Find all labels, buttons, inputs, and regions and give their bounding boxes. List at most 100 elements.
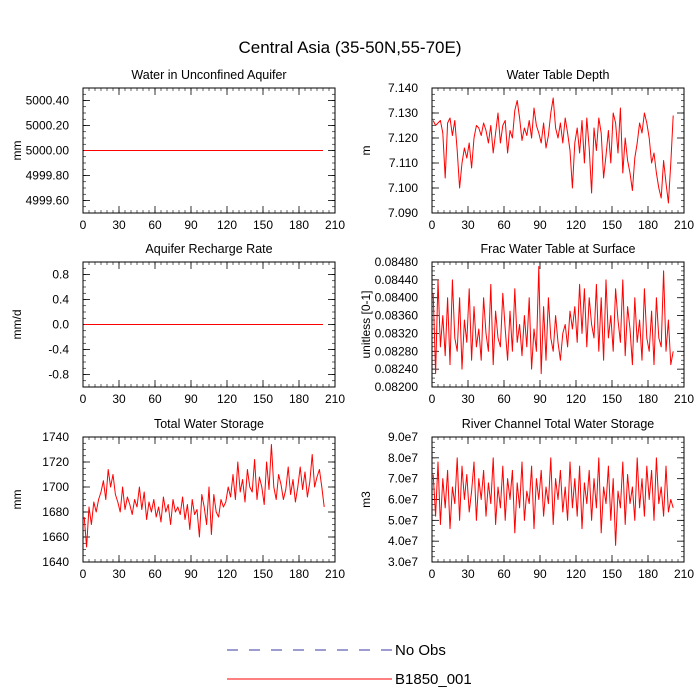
x-tick-label: 210 xyxy=(325,567,345,581)
y-tick-label: 5000.00 xyxy=(26,144,70,158)
y-axis-label: unitless [0-1] xyxy=(359,290,373,358)
x-tick-label: 60 xyxy=(497,392,511,406)
legend-label-b1850: B1850_001 xyxy=(395,671,472,688)
y-tick-label: 5000.40 xyxy=(26,94,70,108)
series-line xyxy=(432,457,674,546)
x-tick-label: 120 xyxy=(217,218,237,232)
y-tick-label: 0.08440 xyxy=(375,273,419,287)
x-tick-label: 60 xyxy=(148,392,162,406)
x-tick-label: 180 xyxy=(289,218,309,232)
x-tick-label: 90 xyxy=(184,567,198,581)
y-tick-label: 0.08480 xyxy=(375,255,419,269)
y-tick-label: 0.4 xyxy=(52,293,69,307)
y-tick-label: 7.120 xyxy=(388,131,418,145)
y-axis-label: m xyxy=(359,146,373,156)
x-tick-label: 150 xyxy=(602,392,622,406)
y-tick-label: 1740 xyxy=(42,430,69,444)
x-tick-label: 90 xyxy=(533,567,547,581)
x-tick-label: 120 xyxy=(217,567,237,581)
x-tick-label: 210 xyxy=(674,567,694,581)
panel-4: Frac Water Table at Surface unitless [0-1… xyxy=(359,242,694,406)
plot-frame xyxy=(82,87,336,214)
plot-frame xyxy=(431,436,685,563)
x-tick-label: 180 xyxy=(289,567,309,581)
x-tick-label: 120 xyxy=(566,218,586,232)
y-tick-label: 7.100 xyxy=(388,181,418,195)
y-tick-label: 5.0e7 xyxy=(388,513,418,527)
legend: No Obs B1850_001 xyxy=(227,642,472,688)
y-tick-label: -0.4 xyxy=(48,343,69,357)
x-tick-label: 120 xyxy=(217,392,237,406)
x-tick-label: 120 xyxy=(566,392,586,406)
x-tick-label: 30 xyxy=(461,218,475,232)
panels: Water in Unconfined Aquifer mm 0 30 60 90 120 1… xyxy=(10,68,694,581)
x-tick-label: 60 xyxy=(497,567,511,581)
y-tick-label: 0.08280 xyxy=(375,344,419,358)
series-line xyxy=(432,265,674,375)
panel-6: River Channel Total Water Storage m3 0 30 60… xyxy=(359,417,694,581)
x-tick-label: 60 xyxy=(148,567,162,581)
y-tick-label: 1660 xyxy=(42,530,69,544)
x-tick-label: 90 xyxy=(184,392,198,406)
y-tick-label: 7.0e7 xyxy=(388,472,418,486)
y-tick-label: 1640 xyxy=(42,555,69,569)
y-tick-label: 4999.60 xyxy=(26,194,70,208)
x-tick-label: 0 xyxy=(429,218,436,232)
x-tick-label: 30 xyxy=(461,567,475,581)
series-line xyxy=(432,97,674,204)
panel-3: Aquifer Recharge Rate mm/d 0 30 60 90 120 150 18… xyxy=(10,242,345,406)
y-axis-label: m3 xyxy=(359,491,373,508)
x-tick-label: 150 xyxy=(253,567,273,581)
panel-5: Total Water Storage mm 0 30 60 90 120 150 180 210… xyxy=(10,417,345,581)
x-tick-label: 180 xyxy=(638,567,658,581)
y-tick-label: 1720 xyxy=(42,455,69,469)
y-tick-label: 6.0e7 xyxy=(388,493,418,507)
x-tick-label: 90 xyxy=(184,218,198,232)
x-tick-label: 90 xyxy=(533,218,547,232)
x-tick-label: 150 xyxy=(602,567,622,581)
y-tick-label: 7.140 xyxy=(388,81,418,95)
y-tick-label: 4999.80 xyxy=(26,169,70,183)
y-tick-label: 8.0e7 xyxy=(388,451,418,465)
x-tick-label: 60 xyxy=(497,218,511,232)
y-axis-label: mm xyxy=(10,141,24,161)
x-tick-label: 0 xyxy=(429,567,436,581)
x-tick-label: 210 xyxy=(325,392,345,406)
y-axis-label: mm/d xyxy=(10,310,24,340)
panel-title: Frac Water Table at Surface xyxy=(481,242,636,256)
x-tick-label: 150 xyxy=(602,218,622,232)
x-tick-label: 30 xyxy=(112,392,126,406)
y-tick-label: 0.08360 xyxy=(375,309,419,323)
panel-1: Water in Unconfined Aquifer mm 0 30 60 90 120 1… xyxy=(10,68,345,232)
y-tick-label: 0.08320 xyxy=(375,326,419,340)
x-tick-label: 30 xyxy=(112,218,126,232)
plot-frame xyxy=(82,436,336,563)
legend-label-no-obs: No Obs xyxy=(395,642,446,659)
x-tick-label: 30 xyxy=(461,392,475,406)
x-tick-label: 210 xyxy=(674,392,694,406)
x-tick-label: 0 xyxy=(80,392,87,406)
x-tick-label: 0 xyxy=(80,567,87,581)
x-tick-label: 60 xyxy=(148,218,162,232)
y-tick-label: 0.8 xyxy=(52,268,69,282)
y-tick-label: 0.08200 xyxy=(375,380,419,394)
panel-title: Water Table Depth xyxy=(507,68,610,82)
panel-title: River Channel Total Water Storage xyxy=(462,417,655,431)
panel-title: Aquifer Recharge Rate xyxy=(145,242,272,256)
x-tick-label: 210 xyxy=(325,218,345,232)
y-tick-label: 0.08240 xyxy=(375,362,419,376)
x-tick-label: 30 xyxy=(112,567,126,581)
y-tick-label: 9.0e7 xyxy=(388,430,418,444)
x-tick-label: 90 xyxy=(533,392,547,406)
x-tick-label: 180 xyxy=(289,392,309,406)
x-tick-label: 150 xyxy=(253,218,273,232)
panel-title: Water in Unconfined Aquifer xyxy=(131,68,286,82)
x-tick-label: 0 xyxy=(429,392,436,406)
x-tick-label: 120 xyxy=(566,567,586,581)
series-line xyxy=(83,444,325,548)
x-tick-label: 180 xyxy=(638,392,658,406)
panel-2: Water Table Depth m 0 30 60 90 120 150 180 210 7.0… xyxy=(359,68,694,232)
plot-frame xyxy=(431,261,685,388)
y-tick-label: 3.0e7 xyxy=(388,555,418,569)
